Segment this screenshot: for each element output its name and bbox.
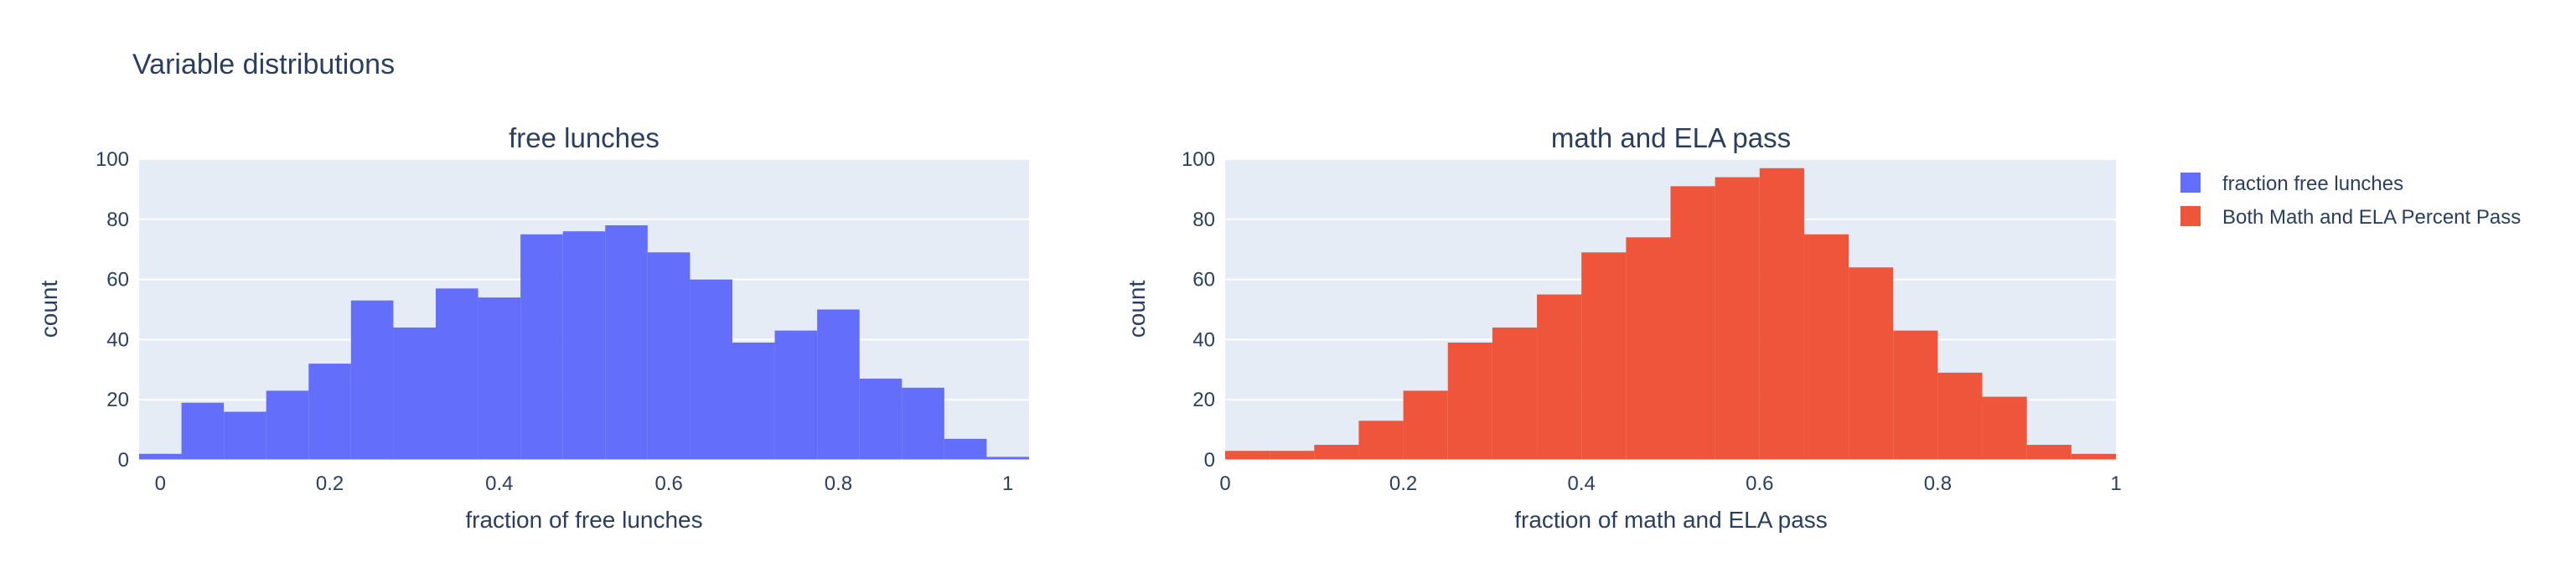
x-ticks-free-lunches: 0 0.2 0.4 0.6 0.8 1 — [155, 472, 1014, 495]
legend-label-both-math-ela: Both Math and ELA Percent Pass — [2222, 206, 2521, 229]
bars-math-ela[interactable] — [1225, 168, 2116, 461]
histogram-bar[interactable] — [1581, 252, 1627, 460]
histogram-bar[interactable] — [647, 252, 691, 460]
histogram-bar[interactable] — [350, 300, 394, 460]
y-tick-label: 0 — [118, 449, 129, 472]
histogram-bar[interactable] — [1537, 294, 1582, 460]
x-tick-label: 1 — [1002, 472, 1013, 495]
x-tick-label: 0.8 — [825, 472, 852, 495]
legend-item-both-math-ela[interactable]: Both Math and ELA Percent Pass — [2180, 206, 2521, 229]
histogram-bar[interactable] — [562, 231, 606, 460]
histogram-bar[interactable] — [436, 288, 478, 460]
histogram-bar[interactable] — [1937, 372, 1983, 460]
histogram-bar[interactable] — [1447, 342, 1492, 460]
histogram-bar[interactable] — [1982, 396, 2027, 460]
histogram-bar[interactable] — [1670, 186, 1715, 460]
x-ticks-math-ela: 0 0.2 0.4 0.6 0.8 1 — [1219, 472, 2121, 495]
histogram-bar[interactable] — [732, 342, 775, 460]
y-ticks-math-ela: 0 20 40 60 80 100 — [1182, 148, 1215, 472]
histogram-bar[interactable] — [181, 402, 225, 460]
y-tick-label: 80 — [1192, 209, 1215, 231]
histogram-bar[interactable] — [520, 234, 563, 460]
histogram-bar[interactable] — [308, 364, 351, 460]
y-ticks-free-lunches: 0 20 40 60 80 100 — [96, 148, 129, 472]
histogram-bar[interactable] — [266, 390, 309, 460]
x-tick-label: 0.6 — [1746, 472, 1773, 495]
histogram-bar[interactable] — [2071, 453, 2116, 460]
histogram-bar[interactable] — [1358, 420, 1404, 460]
legend-item-fraction-free-lunches[interactable]: fraction free lunches — [2180, 173, 2403, 195]
histogram-bar[interactable] — [1715, 177, 1760, 461]
x-axis-title-free-lunches: fraction of free lunches — [465, 507, 702, 533]
x-axis-title-math-ela: fraction of math and ELA pass — [1514, 507, 1828, 533]
y-tick-label: 0 — [1204, 449, 1215, 472]
x-tick-label: 0 — [155, 472, 166, 495]
histogram-bar[interactable] — [1403, 390, 1448, 460]
histogram-bar[interactable] — [1803, 234, 1849, 460]
x-tick-label: 0.2 — [1389, 472, 1417, 495]
histogram-bar[interactable] — [986, 457, 1029, 460]
x-tick-label: 0 — [1219, 472, 1230, 495]
figure-title: Variable distributions — [132, 49, 395, 80]
histogram-bar[interactable] — [1492, 328, 1538, 460]
histogram-bar[interactable] — [1626, 237, 1671, 460]
x-tick-label: 0.4 — [485, 472, 513, 495]
y-tick-label: 20 — [1192, 389, 1215, 411]
histogram-bar[interactable] — [944, 438, 987, 460]
histogram-bar[interactable] — [1759, 168, 1804, 460]
histogram-bar[interactable] — [1270, 451, 1315, 460]
y-tick-label: 60 — [1192, 269, 1215, 292]
histogram-bar[interactable] — [1849, 267, 1894, 460]
legend-swatch-fraction-free-lunches — [2180, 173, 2201, 193]
y-tick-label: 20 — [106, 389, 129, 411]
x-tick-label: 0.6 — [654, 472, 682, 495]
legend-label-fraction-free-lunches: fraction free lunches — [2222, 173, 2403, 195]
histogram-bar[interactable] — [1314, 445, 1359, 460]
x-tick-label: 0.8 — [1924, 472, 1952, 495]
y-tick-label: 60 — [106, 269, 129, 292]
y-tick-label: 80 — [106, 209, 129, 231]
y-tick-label: 40 — [106, 328, 129, 351]
panel-free-lunches: 0 20 40 60 80 100 0 0.2 0.4 0.6 0.8 1 free lunches… — [36, 122, 1029, 533]
histogram-bar[interactable] — [690, 279, 732, 460]
histogram-bar[interactable] — [774, 330, 818, 460]
histogram-bar[interactable] — [139, 453, 182, 460]
histogram-bar[interactable] — [393, 328, 436, 460]
histogram-bar[interactable] — [2026, 445, 2072, 460]
panel-math-ela: 0 20 40 60 80 100 0 0.2 0.4 0.6 0.8 1 math and ELA… — [1124, 122, 2122, 533]
y-tick-label: 40 — [1192, 328, 1215, 351]
histogram-bar[interactable] — [817, 309, 860, 461]
y-tick-label: 100 — [96, 148, 129, 171]
y-axis-title-math-ela: count — [1124, 281, 1150, 338]
histogram-bar[interactable] — [224, 411, 266, 460]
x-tick-label: 1 — [2110, 472, 2121, 495]
y-axis-title-free-lunches: count — [36, 281, 62, 338]
bars-free-lunches[interactable] — [139, 224, 1029, 461]
histogram-bar[interactable] — [605, 224, 648, 460]
x-tick-label: 0.2 — [316, 472, 344, 495]
legend: fraction free lunches Both Math and ELA … — [2180, 173, 2521, 229]
x-tick-label: 0.4 — [1568, 472, 1596, 495]
subplot-title-math-ela: math and ELA pass — [1551, 122, 1791, 153]
histogram-bar[interactable] — [859, 379, 903, 460]
histogram-bar[interactable] — [902, 387, 944, 460]
legend-swatch-both-math-ela — [2180, 206, 2201, 226]
histogram-bar[interactable] — [1893, 330, 1938, 460]
histogram-bar[interactable] — [478, 297, 521, 460]
subplot-title-free-lunches: free lunches — [509, 122, 660, 153]
y-tick-label: 100 — [1182, 148, 1215, 171]
histogram-bar[interactable] — [1225, 451, 1270, 460]
